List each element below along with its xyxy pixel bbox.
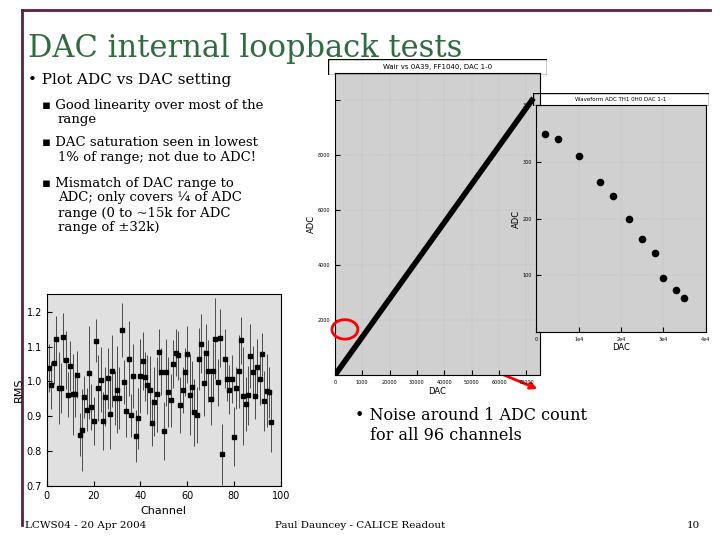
Text: • Plot ADC vs DAC setting: • Plot ADC vs DAC setting: [28, 73, 231, 87]
Point: [607, 192, 618, 200]
Text: Waveform ADC TH1 0H0 DAC 1-1: Waveform ADC TH1 0H0 DAC 1-1: [575, 97, 667, 102]
Point: [594, 178, 606, 186]
Text: • Noise around 1 ADC count: • Noise around 1 ADC count: [355, 407, 587, 423]
Text: ▪ DAC saturation seen in lowest: ▪ DAC saturation seen in lowest: [42, 136, 258, 148]
Text: 1% of range; not due to ADC!: 1% of range; not due to ADC!: [58, 151, 256, 164]
Text: Paul Dauncey - CALICE Readout: Paul Dauncey - CALICE Readout: [275, 521, 445, 530]
Point: [670, 285, 682, 294]
Text: ▪ Mismatch of DAC range to: ▪ Mismatch of DAC range to: [42, 177, 234, 190]
Text: range of ±32k): range of ±32k): [58, 221, 160, 234]
Point: [624, 214, 635, 223]
Text: Wair vs 0A39, FF1040, DAC 1-0: Wair vs 0A39, FF1040, DAC 1-0: [383, 64, 492, 70]
Point: [636, 234, 648, 243]
Text: range: range: [58, 113, 97, 126]
Text: range (0 to ~15k for ADC: range (0 to ~15k for ADC: [58, 206, 230, 219]
Text: LCWS04 - 20 Apr 2004: LCWS04 - 20 Apr 2004: [25, 521, 146, 530]
X-axis label: DAC: DAC: [612, 343, 630, 352]
Y-axis label: ADC: ADC: [512, 210, 521, 228]
Point: [679, 294, 690, 302]
Text: ▪ Good linearity over most of the: ▪ Good linearity over most of the: [42, 98, 264, 111]
X-axis label: DAC: DAC: [428, 387, 446, 395]
Point: [573, 152, 585, 161]
Y-axis label: ADC: ADC: [307, 215, 316, 233]
X-axis label: Channel: Channel: [141, 507, 186, 516]
Point: [552, 135, 563, 144]
Text: 10: 10: [687, 521, 700, 530]
Point: [657, 274, 669, 282]
Text: for all 96 channels: for all 96 channels: [370, 427, 522, 443]
Y-axis label: RMS: RMS: [14, 378, 24, 402]
Point: [539, 129, 551, 138]
Point: [649, 248, 661, 257]
Text: ADC; only covers ¼ of ADC: ADC; only covers ¼ of ADC: [58, 192, 242, 205]
Text: DAC internal loopback tests: DAC internal loopback tests: [28, 32, 462, 64]
